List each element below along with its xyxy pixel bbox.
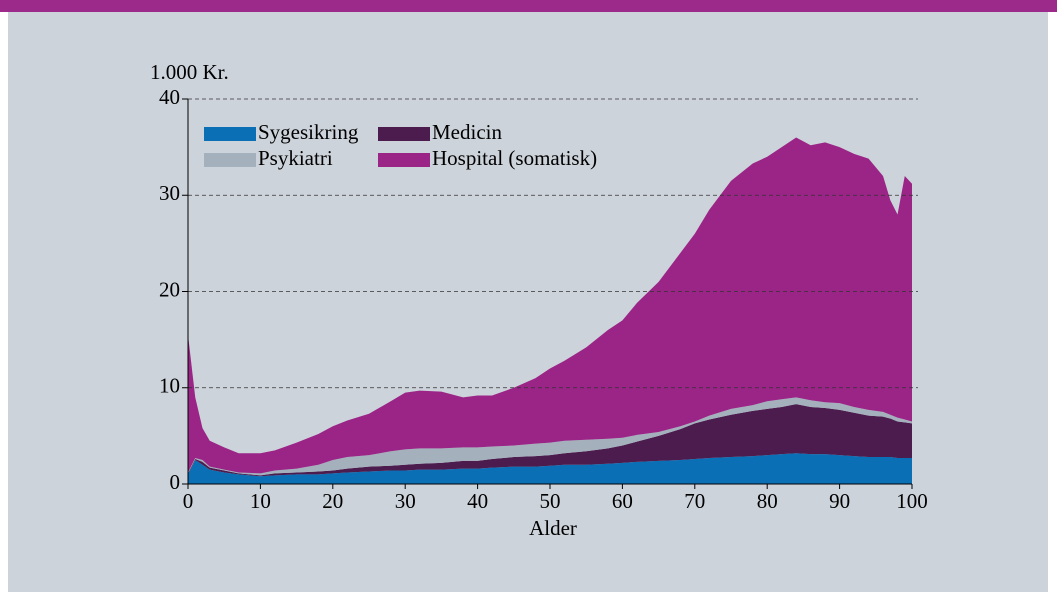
legend-label: Medicin bbox=[432, 120, 502, 144]
area bbox=[188, 404, 912, 477]
legend-label: Hospital (somatisk) bbox=[432, 146, 597, 170]
area bbox=[188, 397, 912, 476]
area bbox=[188, 453, 912, 484]
x-tick-label: 70 bbox=[684, 489, 705, 513]
legend-swatch bbox=[378, 127, 430, 141]
legend-swatch bbox=[204, 153, 256, 167]
x-tick-label: 100 bbox=[896, 489, 928, 513]
legend-label: Sygesikring bbox=[258, 120, 359, 144]
x-tick-label: 20 bbox=[322, 489, 343, 513]
x-tick-label: 60 bbox=[612, 489, 633, 513]
top-bar bbox=[0, 0, 1057, 12]
x-tick-label: 90 bbox=[829, 489, 850, 513]
y-tick-label: 0 bbox=[170, 470, 181, 494]
x-tick-label: 50 bbox=[540, 489, 561, 513]
x-tick-label: 80 bbox=[757, 489, 778, 513]
legend-label: Psykiatri bbox=[258, 146, 333, 170]
x-tick-label: 0 bbox=[183, 489, 194, 513]
x-tick-label: 40 bbox=[467, 489, 488, 513]
x-axis-label: Alder bbox=[529, 516, 577, 540]
y-axis-label: 1.000 Kr. bbox=[150, 60, 229, 84]
y-tick-label: 30 bbox=[159, 181, 180, 205]
x-tick-label: 10 bbox=[250, 489, 271, 513]
legend-swatch bbox=[378, 153, 430, 167]
y-tick-label: 20 bbox=[159, 277, 180, 301]
y-tick-label: 40 bbox=[159, 85, 180, 109]
area bbox=[188, 137, 912, 474]
x-tick-label: 30 bbox=[395, 489, 416, 513]
legend-swatch bbox=[204, 127, 256, 141]
y-tick-label: 10 bbox=[159, 374, 180, 398]
